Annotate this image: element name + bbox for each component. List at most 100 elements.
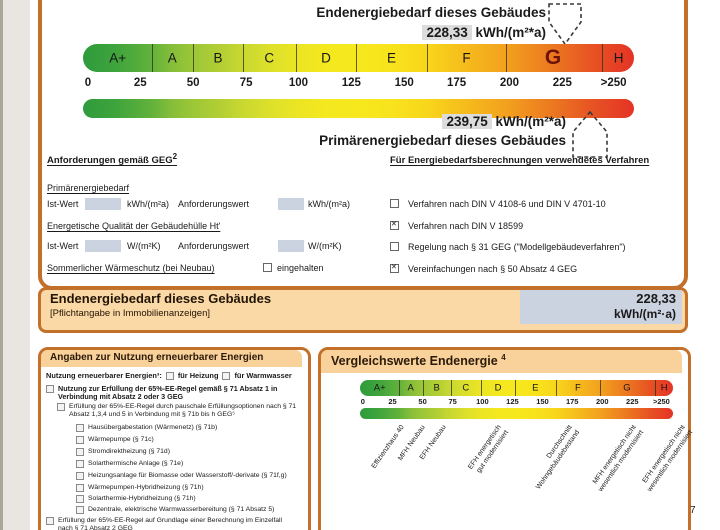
unit-label: kWh/(m²a) (127, 199, 169, 209)
endenergie-title: Endenergiebedarf dieses Gebäudes (316, 5, 546, 20)
scale-tick: 75 (448, 397, 457, 406)
ee-checkbox[interactable] (76, 506, 84, 514)
ist-wert-label: Ist-Wert (47, 199, 79, 209)
verfahren-checkbox[interactable] (390, 242, 399, 251)
scale-divider (296, 44, 298, 72)
scale-letter: F (574, 382, 581, 394)
scale-tick: >250 (652, 397, 670, 406)
scale-divider (515, 380, 517, 396)
anforderungswert-label: Anforderungswert (178, 241, 250, 251)
scale-divider (242, 44, 244, 72)
scale-letter: A (407, 382, 414, 394)
scale-tick: 125 (506, 397, 519, 406)
primaerenergie-unit: kWh/(m²*a) (495, 114, 567, 129)
scale-tick: 50 (418, 397, 427, 406)
verfahren-header: Für Energiebedarfsberechnungen verwendet… (390, 155, 650, 166)
heizung-label: für Heizung (177, 371, 219, 380)
scale-tick: 100 (476, 397, 489, 406)
small-scale-letter-band: A+ A B C D E F G H (360, 380, 673, 396)
sommer-row: Sommerlicher Wärmeschutz (bei Neubau) ei… (47, 263, 367, 276)
scale-letter: B (213, 50, 223, 66)
scale-divider (654, 380, 656, 396)
ee-item: Erfüllung der 65%-EE-Regel durch pauscha… (57, 403, 297, 419)
ee-checkbox[interactable] (76, 460, 84, 468)
banner-value: 228,33 (636, 291, 676, 306)
verfahren-checkbox[interactable] (390, 199, 399, 208)
energy-scale-letter-band: A+ A B C D E F G H (83, 44, 634, 72)
scale-divider (356, 44, 358, 72)
ee-checkbox[interactable] (76, 436, 84, 444)
heizung-checkbox[interactable] (165, 371, 174, 380)
scan-left-margin (0, 0, 30, 530)
vergleichswerte-box-title: Vergleichswerte Endenergie 4 (331, 352, 506, 368)
anforderungswert-input[interactable] (278, 198, 304, 210)
warmwasser-checkbox[interactable] (222, 371, 231, 380)
ee-checkbox[interactable] (46, 517, 54, 525)
ee-checkbox[interactable] (76, 424, 84, 432)
ist-wert-input[interactable] (85, 240, 121, 252)
verfahren-checkbox-checked[interactable] (390, 221, 399, 230)
ee-item: Nutzung zur Erfüllung der 65%-EE-Regel g… (46, 385, 298, 401)
ee-checkbox[interactable] (76, 495, 84, 503)
anforderungswert-label: Anforderungswert (178, 199, 250, 209)
erneuerbare-box-title: Angaben zur Nutzung erneuerbarer Energie… (50, 352, 264, 363)
scale-tick: 50 (186, 77, 200, 89)
scale-divider (151, 44, 153, 72)
verfahren-item-label: Verfahren nach DIN V 4108-6 und DIN V 47… (408, 199, 606, 209)
scale-divider (505, 44, 507, 72)
scale-letter: D (494, 382, 502, 394)
ee-item: Solarthermische Anlage (§ 71e) (76, 460, 183, 468)
unit-label: W/(m²K) (127, 241, 161, 251)
primaerenergie-headline: 239,75 kWh/(m²*a) Primärenergiebedarf di… (270, 112, 566, 150)
scale-letter: E (387, 50, 397, 66)
ee-item: Hausübergabestation (Wärmenetz) (§ 71b) (76, 424, 217, 432)
scale-letter: G (623, 382, 631, 394)
footnote-2: 2 (172, 151, 178, 161)
ee-checkbox[interactable] (76, 484, 84, 492)
unit-label: kWh/(m²a) (308, 199, 350, 209)
warmwasser-label: für Warmwasser (234, 371, 292, 380)
scale-divider (399, 380, 401, 396)
scale-tick: 0 (360, 397, 365, 406)
scale-letter: C (264, 50, 275, 66)
scale-tick: 150 (536, 397, 549, 406)
small-scale-tick-strip: 0 25 50 75 100 125 150 175 200 225 >250 (360, 396, 673, 408)
scale-letter: H (613, 50, 624, 66)
ist-wert-label: Ist-Wert (47, 241, 79, 251)
scale-divider (481, 380, 483, 396)
scale-tick: 100 (288, 77, 309, 89)
ee-checkbox[interactable] (46, 385, 54, 393)
scale-tick: 225 (626, 397, 639, 406)
anforderungswert-input[interactable] (278, 240, 304, 252)
ee-item: Stromdirektheizung (§ 71d) (76, 448, 170, 456)
banner-title: Endenergiebedarf dieses Gebäudes (50, 291, 272, 306)
ee-item: Wärmepumpe (§ 71c) (76, 436, 154, 444)
scale-tick: 200 (595, 397, 609, 406)
ee-checkbox[interactable] (57, 403, 65, 411)
scale-tick: 175 (565, 397, 579, 406)
verfahren-checkbox-checked[interactable] (390, 264, 399, 273)
scale-divider (422, 380, 424, 396)
scale-letter: E (532, 382, 539, 394)
verfahren-item-label: Regelung nach § 31 GEG ("Modellgebäudeve… (408, 242, 626, 252)
scale-divider (193, 44, 195, 72)
primaerenergie-indicator-arrow-icon (572, 110, 608, 158)
scale-tick: 0 (84, 77, 92, 89)
ee-item-label: Dezentrale, elektrische Warmwasserbereit… (88, 506, 275, 513)
eingehalten-checkbox[interactable] (263, 263, 272, 272)
ist-wert-input[interactable] (85, 198, 121, 210)
verfahren-item-label: Verfahren nach DIN V 18599 (408, 221, 524, 231)
endenergie-indicator-arrow-icon (548, 3, 582, 46)
scale-letter: H (660, 382, 668, 394)
ee-checkbox[interactable] (76, 448, 84, 456)
scale-tick: 225 (552, 77, 572, 89)
anforderungen-header: Anforderungen gemäß GEG2 (47, 151, 178, 166)
ee-item: Solarthermie-Hybridheizung (§ 71h) (76, 495, 196, 503)
ee-checkbox[interactable] (76, 472, 84, 480)
endenergie-unit: kWh/(m²*a) (475, 25, 547, 40)
banner-subtitle: [Pflichtangabe in Immobilienanzeigen] (50, 308, 211, 319)
ee-item-label: Wärmepumpe (§ 71c) (88, 436, 154, 443)
verfahren-item: Regelung nach § 31 GEG ("Modellgebäudeve… (390, 242, 626, 252)
scale-tick: 200 (499, 77, 520, 89)
